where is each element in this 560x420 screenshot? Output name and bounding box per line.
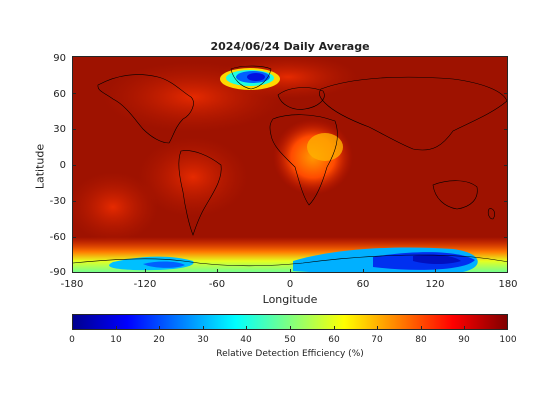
x-tick-label: -180 xyxy=(60,279,84,290)
south-america-band xyxy=(138,137,248,217)
y-tick-mark xyxy=(504,129,508,130)
x-tick-mark xyxy=(435,269,436,273)
x-tick-mark xyxy=(145,269,146,273)
colorbar-tick-mark xyxy=(290,326,291,330)
colorbar-tick-label: 60 xyxy=(328,335,340,345)
map-title: 2024/06/24 Daily Average xyxy=(210,40,370,53)
europe-outline xyxy=(277,87,325,110)
y-tick-mark xyxy=(72,165,76,166)
colorbar-tick-label: 50 xyxy=(284,335,296,345)
south-america-outline xyxy=(178,150,222,236)
colorbar-tick-mark xyxy=(116,326,117,330)
greenland-core xyxy=(247,73,265,81)
x-axis-label: Longitude xyxy=(262,293,318,306)
y-tick-mark xyxy=(504,165,508,166)
y-tick-mark xyxy=(72,93,76,94)
y-tick-mark xyxy=(72,129,76,130)
colorbar-tick-label: 30 xyxy=(197,335,209,345)
colorbar-label: Relative Detection Efficiency (%) xyxy=(216,349,364,359)
colorbar-tick-label: 100 xyxy=(499,335,517,345)
x-tick-label: 0 xyxy=(286,279,294,290)
north-america-outline xyxy=(97,74,194,144)
south-pacific-band xyxy=(73,172,158,242)
colorbar-tick-label: 90 xyxy=(458,335,470,345)
x-tick-label: 180 xyxy=(498,279,518,290)
colorbar-tick-mark xyxy=(159,326,160,330)
colorbar-tick-label: 70 xyxy=(371,335,383,345)
y-tick-label: 60 xyxy=(53,89,66,100)
y-axis-label: Latitude xyxy=(33,143,47,190)
colorbar-tick-label: 40 xyxy=(240,335,252,345)
x-tick-label: 60 xyxy=(356,279,370,290)
colorbar-tick-mark xyxy=(246,326,247,330)
y-tick-label: 0 xyxy=(59,160,66,171)
antarctica-outline xyxy=(73,254,507,267)
east-antarctic-deep xyxy=(413,254,461,264)
x-tick-mark xyxy=(363,269,364,273)
australia-outline xyxy=(432,180,478,210)
y-tick-label: -30 xyxy=(49,196,66,207)
y-tick-label: -60 xyxy=(49,232,66,243)
africa-core xyxy=(307,133,343,161)
y-tick-mark xyxy=(504,201,508,202)
y-tick-label: 90 xyxy=(53,53,66,64)
asia-outline xyxy=(319,76,507,151)
x-tick-label: 120 xyxy=(425,279,445,290)
y-tick-mark xyxy=(72,201,76,202)
colorbar-tick-label: 20 xyxy=(153,335,165,345)
map-plot-area xyxy=(72,56,508,273)
y-tick-mark xyxy=(504,93,508,94)
y-tick-label: 30 xyxy=(53,124,66,135)
colorbar-tick-label: 10 xyxy=(110,335,122,345)
west-antarctic-core xyxy=(143,261,185,268)
colorbar-tick-mark xyxy=(464,326,465,330)
detection-efficiency-map xyxy=(73,57,507,272)
coastlines xyxy=(73,65,507,267)
x-tick-label: -60 xyxy=(208,279,226,290)
colorbar-tick-mark xyxy=(421,326,422,330)
y-tick-mark xyxy=(72,237,76,238)
y-tick-mark xyxy=(504,237,508,238)
colorbar-tick-label: 80 xyxy=(415,335,427,345)
colorbar-tick-mark xyxy=(203,326,204,330)
x-tick-label: -120 xyxy=(133,279,157,290)
y-tick-label: -90 xyxy=(49,267,66,278)
colorbar-tick-label: 0 xyxy=(69,335,75,345)
new-zealand-outline xyxy=(487,208,495,220)
africa-outline xyxy=(269,114,338,206)
x-tick-mark xyxy=(290,269,291,273)
greenland-outline xyxy=(230,65,272,90)
colorbar-tick-mark xyxy=(377,326,378,330)
colorbar-tick-mark xyxy=(334,326,335,330)
x-tick-mark xyxy=(217,269,218,273)
